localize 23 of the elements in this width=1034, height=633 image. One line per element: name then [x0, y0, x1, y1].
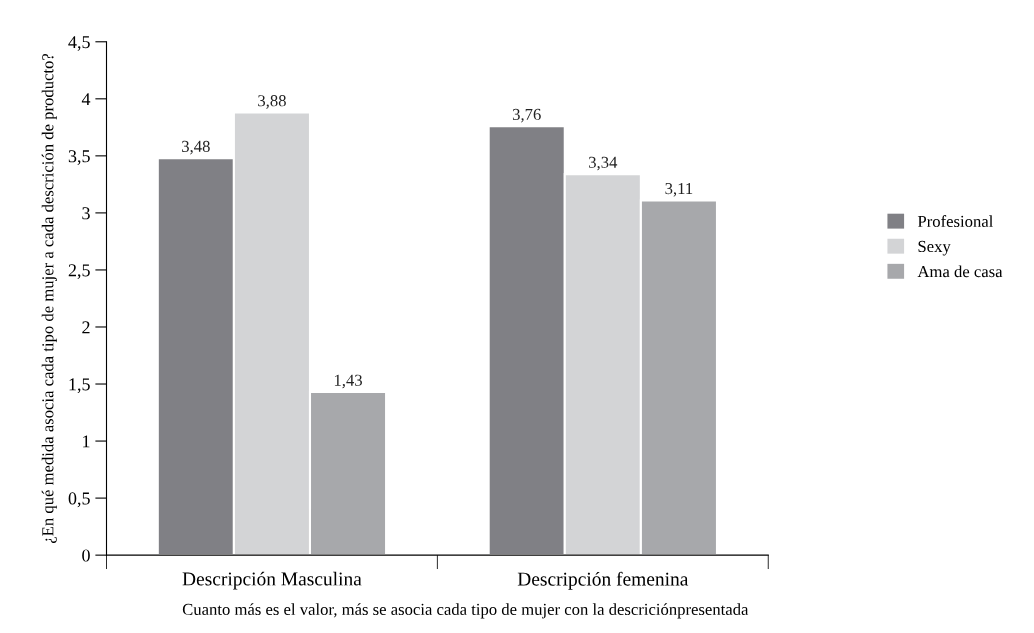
y-tick-label: 0,5	[68, 492, 90, 508]
legend-label: Ama de casa	[917, 265, 1003, 278]
data-label: 3,48	[182, 140, 210, 155]
y-tick-label: 1,5	[69, 378, 90, 394]
y-tick-label: 3	[82, 207, 90, 220]
text: Cuanto más es el valor, más se asocia cada tipo de mujer con la descriciónpresentada	[182, 603, 749, 619]
y-axis-title: ¿En qué medida asocia cada tipo de mujer a cada descrición de producto?	[41, 53, 57, 544]
y-tick-label: 2	[82, 321, 90, 334]
data-label: 3,34	[589, 156, 618, 171]
y-tick-label: 4	[81, 93, 91, 106]
legend-label: Sexy	[918, 240, 951, 256]
data-label: 3,76	[512, 108, 541, 123]
legend-label: Profesional	[917, 215, 994, 228]
data-label: 3,11	[665, 182, 693, 197]
data-label: 1,43	[334, 374, 362, 389]
data-label: 3,88	[258, 95, 286, 109]
y-tick-label: 1	[83, 435, 90, 448]
x-tick-label: Descripción Masculina	[182, 571, 362, 590]
x-tick-label: Descripción femenina	[517, 571, 689, 590]
y-tick-label: 2,5	[68, 264, 90, 279]
y-tick-label: 3,5	[68, 150, 90, 165]
y-tick-label: 0	[82, 549, 90, 562]
y-tick-label: 4,5	[68, 36, 90, 51]
